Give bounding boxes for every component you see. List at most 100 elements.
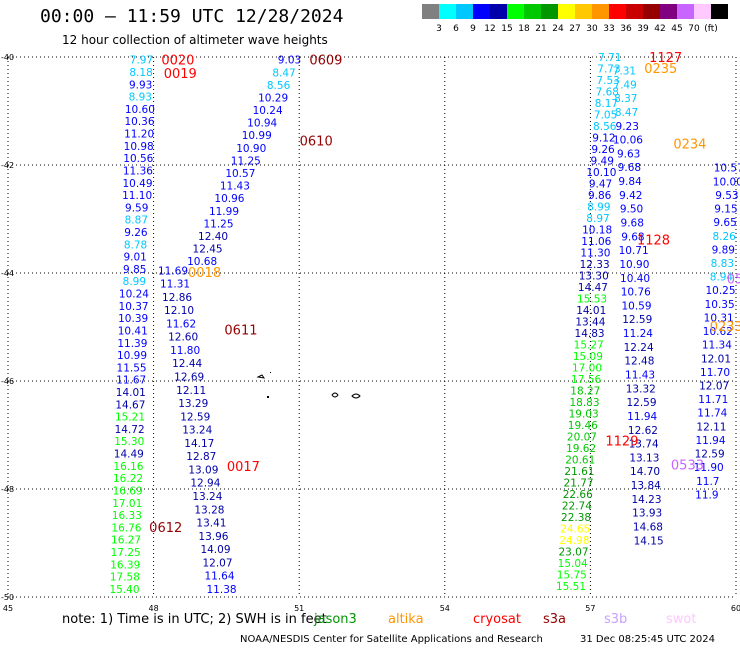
- colorbar-swatch: [473, 4, 490, 19]
- swh-value: 12.62: [628, 425, 658, 437]
- swh-value: 17.58: [110, 572, 140, 584]
- swh-value: 12.59: [622, 314, 652, 326]
- pass-time-label: 0611: [224, 324, 257, 339]
- swh-value: 8.94: [710, 272, 734, 284]
- swh-value: 10.10: [586, 167, 616, 179]
- colorbar-label: 3: [436, 24, 442, 34]
- swh-value: 13.84: [631, 480, 661, 492]
- page-title: 00:00 – 11:59 UTC 12/28/2024: [40, 6, 344, 27]
- swh-value: 14.01: [576, 305, 606, 317]
- swh-value: 16.27: [111, 535, 141, 547]
- swh-value: 10.96: [214, 193, 244, 205]
- swh-value: 12.07: [202, 557, 232, 569]
- colorbar-label: 45: [671, 24, 682, 34]
- colorbar-swatch: [422, 4, 439, 19]
- map-grid: [7, 56, 737, 598]
- colorbar-label: 39: [637, 24, 649, 34]
- pass-time-label: 0609: [309, 54, 342, 69]
- lat-tick-label: -50: [1, 593, 14, 602]
- swh-value: 11.90: [694, 462, 724, 474]
- swh-value: 13.96: [198, 531, 228, 543]
- island-outlines: [256, 372, 361, 399]
- colorbar-label: 27: [569, 24, 580, 34]
- lat-tick-label: -48: [1, 485, 14, 494]
- pass-time-label: 1127: [649, 51, 682, 66]
- swh-value: 14.67: [115, 399, 145, 411]
- swh-value: 19.62: [566, 443, 596, 455]
- swh-values: 7.978.189.938.9310.6010.3611.2010.9810.5…: [109, 52, 740, 596]
- colorbar-swatch: [456, 4, 473, 19]
- swh-value: 10.90: [236, 143, 266, 155]
- colorbar-swatch: [711, 4, 728, 19]
- swh-value: 15.27: [574, 340, 604, 352]
- swh-value: 14.15: [634, 535, 664, 547]
- pass-time-label: 0610: [300, 135, 333, 150]
- swh-value: 17.56: [571, 374, 601, 386]
- swh-value: 11.06: [581, 236, 611, 248]
- swh-value: 20.07: [567, 432, 597, 444]
- swh-value: 10.00: [713, 176, 740, 188]
- swh-value: 11.25: [203, 218, 233, 230]
- swh-value: 9.47: [589, 179, 612, 191]
- swh-value: 12.94: [190, 478, 220, 490]
- swh-value: 12.69: [174, 372, 204, 384]
- swh-value: 12.59: [180, 411, 210, 423]
- swh-value: 21.61: [564, 466, 594, 478]
- swh-value: 12.87: [186, 451, 216, 463]
- swh-value: 10.60: [125, 104, 155, 116]
- swh-value: 10.24: [253, 105, 283, 117]
- swh-value: 14.72: [115, 424, 145, 436]
- swh-value: 13.44: [575, 317, 605, 329]
- swh-value: 16.69: [113, 485, 143, 497]
- swh-value: 9.03: [278, 55, 301, 67]
- legend-s3b: s3b: [604, 612, 628, 627]
- swh-value: 14.47: [578, 282, 608, 294]
- swh-value: 9.42: [619, 190, 642, 202]
- lat-tick-label: -46: [1, 377, 14, 386]
- swh-value: 11.39: [117, 338, 147, 350]
- colorbar-label: 33: [603, 24, 614, 34]
- swh-value: 9.01: [123, 252, 146, 264]
- swh-value: 13.41: [196, 518, 226, 530]
- swh-value: 11.62: [166, 318, 196, 330]
- swh-value: 8.78: [124, 239, 147, 251]
- swh-value: 15.75: [557, 570, 587, 582]
- swh-value: 10.71: [619, 245, 649, 257]
- swh-value: 12.01: [701, 353, 731, 365]
- swh-value: 13.29: [178, 398, 208, 410]
- swh-value: 12.59: [626, 397, 656, 409]
- swh-value: 7.68: [596, 87, 619, 99]
- swh-value: 14.09: [200, 544, 230, 556]
- swh-value: 11.9: [695, 489, 718, 501]
- pass-time-label: 0019: [164, 67, 197, 82]
- swh-value: 11.69: [158, 265, 188, 277]
- swh-value: 11.20: [124, 129, 154, 141]
- swh-value: 14.68: [633, 521, 663, 533]
- swh-value: 14.23: [631, 494, 661, 506]
- colorbar: 3 6 9 12 15 18 21 24 27 30 33 36 39 42 45 70 (ft): [422, 4, 728, 34]
- swh-value: 11.67: [116, 375, 146, 387]
- swh-value: 12.07: [699, 381, 729, 393]
- swh-value: 9.26: [124, 227, 148, 239]
- swh-value: 15.21: [115, 412, 145, 424]
- swh-value: 11.10: [122, 190, 152, 202]
- colorbar-swatch: [626, 4, 643, 19]
- swh-value: 10.40: [620, 273, 650, 285]
- credit-text: NOAA/NESDIS Center for Satellite Applica…: [240, 634, 543, 645]
- swh-value: 14.17: [184, 438, 214, 450]
- colorbar-label: 12: [484, 24, 495, 34]
- swh-value: 9.53: [715, 190, 738, 202]
- swh-value: 12.33: [580, 259, 610, 271]
- swh-value: 11.7: [696, 476, 719, 488]
- swh-value: 15.51: [556, 581, 586, 593]
- lon-tick-label: 48: [149, 604, 159, 612]
- colorbar-label: 21: [535, 24, 546, 34]
- swh-value: 11.30: [580, 248, 610, 260]
- swh-value: 9.15: [714, 204, 737, 216]
- swh-value: 12.59: [695, 449, 725, 461]
- swh-value: 10.57: [714, 163, 740, 175]
- swh-value: 10.31: [704, 312, 734, 324]
- swh-value: 9.68: [618, 162, 641, 174]
- swh-value: 11.25: [231, 155, 261, 167]
